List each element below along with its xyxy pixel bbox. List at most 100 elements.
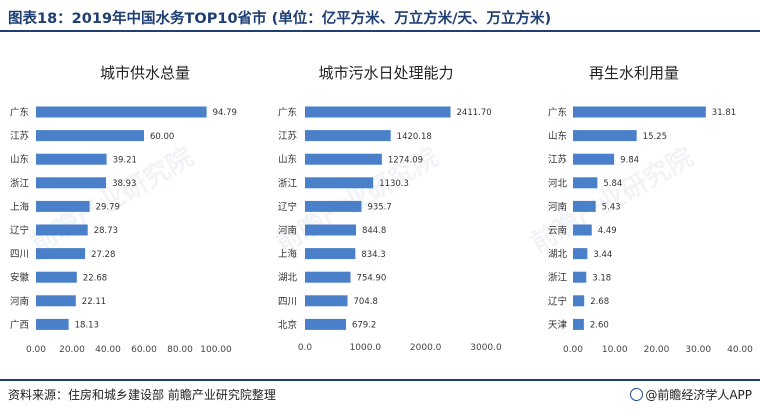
brand-logo-icon: [630, 388, 644, 401]
footer-rule: [0, 379, 760, 381]
data-label: 2411.70: [457, 108, 492, 118]
category-label: 河南: [10, 295, 29, 307]
bar: [36, 271, 77, 283]
bar: [573, 200, 596, 212]
data-label: 1274.09: [388, 155, 423, 165]
tick-label: 0.00: [563, 345, 583, 355]
category-label: 云南: [548, 225, 567, 237]
tick-label: 2000.0: [410, 343, 442, 353]
category-label: 安徽: [10, 272, 30, 284]
bar: [36, 177, 107, 189]
bar: [36, 130, 144, 142]
bar: [36, 153, 107, 165]
category-label: 江苏: [278, 130, 298, 142]
bar: [573, 224, 592, 236]
data-label: 3.44: [593, 250, 612, 260]
data-label: 5.84: [603, 179, 622, 189]
category-label: 广东: [548, 107, 567, 119]
bar: [573, 130, 637, 142]
bar: [573, 153, 615, 165]
data-label: 94.79: [213, 108, 237, 118]
tick-label: 3000.0: [470, 343, 502, 353]
bar: [305, 224, 356, 236]
category-label: 河南: [548, 201, 567, 213]
tick-label: 20.00: [59, 345, 85, 355]
chart-title: 城市供水总量: [100, 64, 190, 82]
bar: [305, 200, 362, 212]
tick-label: 10.00: [602, 345, 628, 355]
category-label: 河南: [278, 225, 297, 237]
data-label: 60.00: [150, 132, 174, 142]
brand-credit: @前瞻经济学人APP: [630, 386, 752, 403]
category-label: 浙江: [10, 177, 30, 189]
tick-label: 1000.0: [350, 343, 382, 353]
data-label: 935.7: [367, 203, 391, 213]
category-label: 浙江: [278, 177, 298, 189]
category-label: 上海: [278, 248, 298, 260]
data-label: 22.11: [82, 297, 106, 307]
data-label: 5.43: [602, 203, 621, 213]
bar: [36, 248, 86, 260]
data-label: 15.25: [643, 132, 667, 142]
bar: [573, 106, 706, 118]
category-label: 江苏: [10, 130, 30, 142]
data-label: 679.2: [352, 321, 376, 331]
bar: [305, 248, 356, 260]
category-label: 山东: [548, 130, 567, 142]
tick-label: 0.0: [298, 343, 313, 353]
tick-label: 0.00: [26, 345, 46, 355]
chart-title: 再生水利用量: [589, 64, 679, 82]
category-label: 湖北: [278, 273, 298, 284]
data-label: 1130.3: [379, 179, 409, 189]
brand-text: @前瞻经济学人APP: [645, 388, 752, 402]
data-label: 4.49: [598, 226, 617, 236]
category-label: 湖北: [548, 249, 568, 260]
tick-label: 40.00: [95, 345, 121, 355]
bar: [573, 177, 598, 189]
category-label: 广东: [278, 107, 297, 119]
bar: [305, 153, 382, 165]
data-label: 834.3: [361, 250, 385, 260]
title-rule: [0, 30, 760, 32]
bar: [573, 318, 584, 330]
data-label: 1420.18: [397, 132, 432, 142]
category-label: 辽宁: [548, 295, 567, 307]
data-label: 18.13: [75, 321, 99, 331]
tick-label: 20.00: [644, 345, 670, 355]
category-label: 四川: [278, 296, 297, 307]
bar: [305, 106, 451, 118]
category-label: 山东: [10, 154, 29, 166]
data-label: 3.18: [592, 273, 611, 283]
bar: [305, 271, 351, 283]
tick-label: 40.00: [727, 345, 753, 355]
bar: [573, 271, 587, 283]
bar: [36, 106, 207, 118]
category-label: 辽宁: [10, 225, 29, 237]
category-label: 江苏: [548, 154, 568, 166]
chart-title: 城市污水日处理能力: [318, 64, 453, 82]
tick-label: 60.00: [131, 345, 157, 355]
data-label: 27.28: [91, 250, 115, 260]
tick-label: 80.00: [167, 345, 193, 355]
category-label: 河北: [548, 177, 568, 189]
bar: [36, 318, 69, 330]
category-label: 辽宁: [278, 201, 297, 213]
data-label: 22.68: [83, 273, 107, 283]
source-note: 资料来源：住房和城乡建设部 前瞻产业研究院整理: [8, 388, 276, 402]
data-label: 28.73: [94, 226, 118, 236]
data-label: 704.8: [354, 297, 378, 307]
tick-label: 30.00: [685, 345, 711, 355]
data-label: 39.21: [113, 155, 137, 165]
bar: [305, 295, 348, 307]
bar: [573, 248, 588, 260]
bar: [305, 130, 391, 142]
category-label: 北京: [278, 319, 297, 331]
data-label: 9.84: [620, 155, 639, 165]
data-label: 754.90: [357, 273, 387, 283]
category-label: 四川: [10, 249, 29, 260]
data-label: 38.93: [112, 179, 136, 189]
figure-title: 图表18：2019年中国水务TOP10省市 (单位：亿平方米、万立方米/天、万立…: [8, 11, 552, 27]
